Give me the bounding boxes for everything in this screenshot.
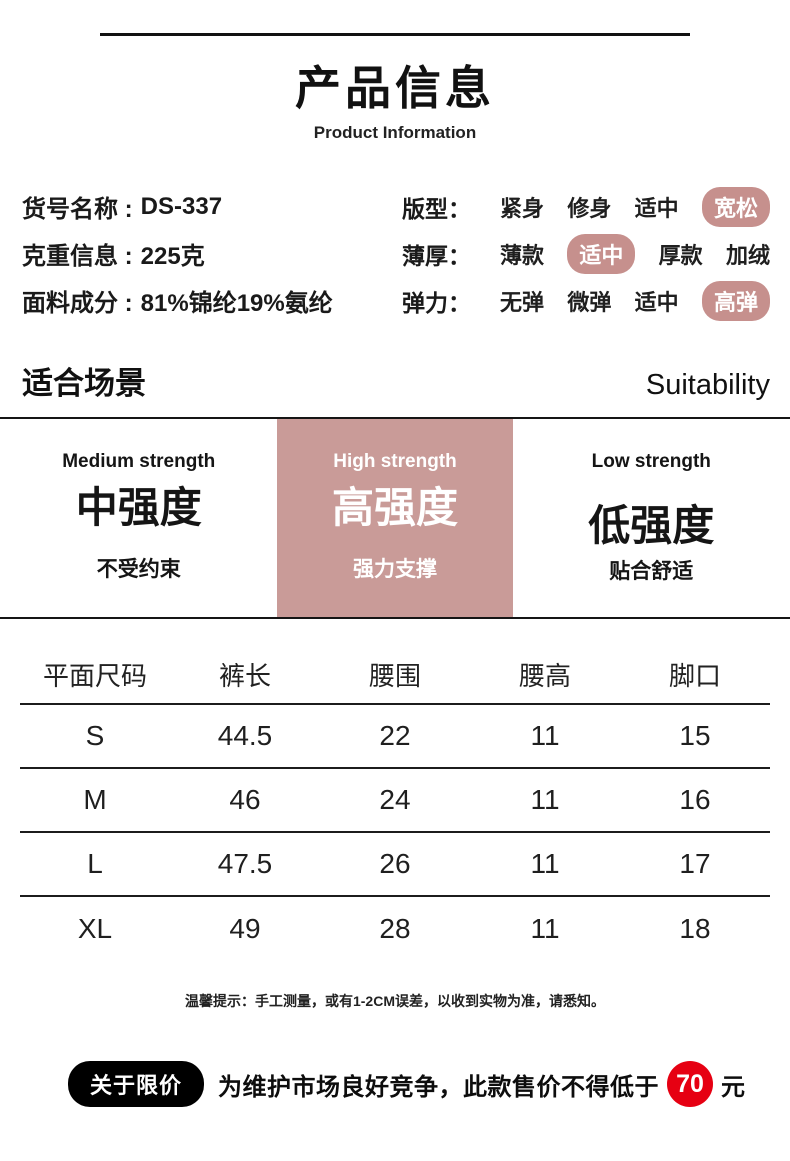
spec-row-fabric: 面料成分 : 81%锦纶19%氨纶 bbox=[22, 277, 402, 324]
strength-description: 强力支撑 bbox=[353, 558, 437, 582]
spec-option: 厚款 bbox=[658, 242, 703, 268]
spec-options: 紧身 修身 适中 宽松 bbox=[486, 186, 770, 227]
spec-option-selected: 宽松 bbox=[701, 186, 770, 227]
table-cell: 17 bbox=[679, 848, 711, 879]
spec-row-thickness: 薄厚： 薄款 适中 厚款 加绒 bbox=[402, 230, 770, 277]
measurement-note: 温馨提示：手工测量，或有1-2CM误差，以收到实物为准，请悉知。 bbox=[184, 993, 605, 1009]
price-limit-section: 关于限价 为维护市场良好竞争，此款售价不得低于 70 元 bbox=[0, 1061, 790, 1107]
spec-value: DS-337 bbox=[140, 192, 223, 220]
table-cell: 47.5 bbox=[217, 848, 273, 879]
spec-label: 弹力： bbox=[402, 289, 471, 316]
table-header-cell: 裤长 bbox=[218, 660, 271, 691]
size-table-row-m: M 46 24 11 16 bbox=[20, 769, 770, 833]
strength-column-medium: Medium strength 中强度 不受约束 bbox=[0, 419, 277, 617]
spec-option: 微弹 bbox=[567, 289, 612, 315]
size-table: 平面尺码 裤长 腰围 腰高 脚口 S 44.5 22 11 15 M 46 24… bbox=[20, 645, 770, 961]
table-cell: 11 bbox=[530, 848, 560, 879]
table-cell: 15 bbox=[679, 720, 711, 751]
table-cell: 49 bbox=[229, 913, 261, 944]
strength-en-label: Medium strength bbox=[62, 451, 216, 472]
specs-left-column: 货号名称 : DS-337 克重信息 : 225克 面料成分 : 81%锦纶19… bbox=[22, 183, 402, 324]
minimum-price-value: 70 bbox=[667, 1061, 714, 1107]
spec-option: 紧身 bbox=[500, 195, 545, 221]
spec-options: 薄款 适中 厚款 加绒 bbox=[486, 233, 770, 274]
size-table-row-xl: XL 49 28 11 18 bbox=[20, 897, 770, 961]
strength-column-high-highlighted: High strength 高强度 强力支撑 bbox=[277, 419, 513, 617]
spec-row-weight: 克重信息 : 225克 bbox=[22, 230, 402, 277]
spec-value: 81%锦纶19%氨纶 bbox=[140, 290, 333, 317]
strength-en-label: High strength bbox=[333, 451, 457, 472]
spec-label: 货号名称 : bbox=[22, 196, 133, 223]
strength-zh-label: 高强度 bbox=[331, 484, 458, 531]
size-table-header-row: 平面尺码 裤长 腰围 腰高 脚口 bbox=[20, 645, 770, 705]
spec-option-selected: 适中 bbox=[567, 233, 636, 274]
table-cell: S bbox=[85, 720, 105, 751]
table-cell: L bbox=[87, 848, 103, 879]
table-cell: 11 bbox=[530, 913, 560, 944]
top-divider bbox=[100, 33, 690, 36]
spec-option: 无弹 bbox=[500, 289, 545, 315]
table-cell: 26 bbox=[379, 848, 411, 879]
strength-zh-label: 低强度 bbox=[588, 502, 715, 549]
table-cell: M bbox=[83, 784, 107, 815]
strength-zh-label: 中强度 bbox=[75, 484, 202, 531]
spec-option-selected: 高弹 bbox=[701, 280, 770, 321]
spec-option: 修身 bbox=[567, 195, 612, 221]
strength-band: Medium strength 中强度 不受约束 High strength 高… bbox=[0, 417, 790, 619]
table-cell: 18 bbox=[679, 913, 711, 944]
strength-column-low: Low strength 低强度 贴合舒适 bbox=[513, 419, 790, 617]
table-cell: 24 bbox=[379, 784, 411, 815]
suitability-header: 适合场景 Suitability bbox=[0, 358, 790, 403]
spec-label: 面料成分 : bbox=[22, 290, 133, 317]
product-specs: 货号名称 : DS-337 克重信息 : 225克 面料成分 : 81%锦纶19… bbox=[0, 183, 790, 324]
table-cell: 28 bbox=[379, 913, 411, 944]
spec-row-fit: 版型： 紧身 修身 适中 宽松 bbox=[402, 183, 770, 230]
spec-label: 版型： bbox=[402, 195, 471, 222]
spec-label: 薄厚： bbox=[402, 242, 471, 269]
strength-description: 不受约束 bbox=[96, 558, 181, 582]
size-table-row-s: S 44.5 22 11 15 bbox=[20, 705, 770, 769]
table-header-cell: 腰围 bbox=[368, 660, 421, 691]
spec-label: 克重信息 : bbox=[22, 243, 133, 270]
table-cell: 11 bbox=[530, 720, 560, 751]
spec-row-item-number: 货号名称 : DS-337 bbox=[22, 183, 402, 230]
suitability-title-en: Suitability bbox=[645, 369, 770, 401]
price-limit-text: 为维护市场良好竞争，此款售价不得低于 bbox=[218, 1073, 660, 1101]
price-unit-label: 元 bbox=[721, 1073, 746, 1101]
table-header-cell: 脚口 bbox=[668, 660, 721, 691]
spec-option: 加绒 bbox=[725, 242, 770, 268]
table-cell: 44.5 bbox=[217, 720, 273, 751]
suitability-title-zh: 适合场景 bbox=[22, 366, 146, 401]
page-subtitle: Product Information bbox=[313, 123, 477, 142]
spec-value: 225克 bbox=[140, 243, 205, 270]
table-header-cell: 腰高 bbox=[518, 660, 571, 691]
spec-option: 适中 bbox=[634, 289, 679, 315]
strength-en-label: Low strength bbox=[591, 451, 711, 472]
strength-description: 贴合舒适 bbox=[609, 560, 694, 584]
table-cell: 11 bbox=[530, 784, 560, 815]
table-cell: XL bbox=[77, 913, 113, 944]
price-limit-badge: 关于限价 bbox=[68, 1061, 205, 1107]
spec-options: 无弹 微弹 适中 高弹 bbox=[486, 280, 770, 321]
spec-option: 薄款 bbox=[500, 242, 545, 268]
table-cell: 46 bbox=[229, 784, 261, 815]
table-header-cell: 平面尺码 bbox=[42, 660, 147, 691]
page-title: 产品信息 bbox=[295, 62, 495, 114]
specs-right-column: 版型： 紧身 修身 适中 宽松 薄厚： 薄款 适中 厚款 加绒 弹力： 无弹 微… bbox=[402, 183, 770, 324]
spec-option: 适中 bbox=[634, 195, 679, 221]
size-table-row-l: L 47.5 26 11 17 bbox=[20, 833, 770, 897]
table-cell: 22 bbox=[379, 720, 411, 751]
table-cell: 16 bbox=[679, 784, 711, 815]
spec-row-elasticity: 弹力： 无弹 微弹 适中 高弹 bbox=[402, 277, 770, 324]
